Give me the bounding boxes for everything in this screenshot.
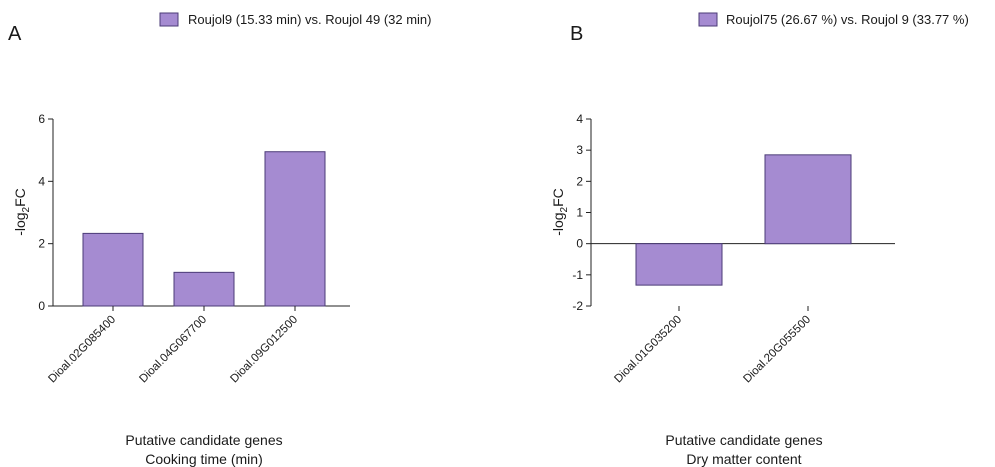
panel-b-legend-swatch bbox=[698, 12, 718, 27]
panel-a-y-tick-label: 4 bbox=[38, 174, 45, 188]
panel-a-y-tick-label: 6 bbox=[38, 112, 45, 126]
panel-b-bar bbox=[635, 243, 723, 286]
panel-a-y-tick-label: 0 bbox=[38, 299, 45, 313]
panel-b-bar bbox=[764, 154, 852, 245]
panel-b-legend-label: Roujol75 (26.67 %) vs. Roujol 9 (33.77 %… bbox=[726, 12, 969, 27]
panel-b-letter: B bbox=[570, 23, 583, 45]
panel-a-plot: 0 2 4 6 Dioal.02G085400 Dioal.04G067700 Dioal.… bbox=[38, 112, 350, 385]
panel-a: A Roujol9 (15.33 min) vs. Roujol 49 (32 … bbox=[8, 12, 432, 467]
panel-a-category-label: Dioal.09G012500 bbox=[228, 314, 300, 386]
panel-b-category-label: Dioal.01G035200 bbox=[612, 314, 684, 386]
panel-b-y-axis-title: -log2FC bbox=[550, 188, 570, 236]
panel-a-y-axis-title: -log2FC bbox=[12, 188, 32, 236]
panel-a-x-axis-title-line1: Putative candidate genes bbox=[125, 432, 282, 448]
panel-b-y-tick-label: 0 bbox=[576, 237, 583, 251]
panel-b-category-label: Dioal.20G055500 bbox=[741, 314, 813, 386]
panel-a-category-label: Dioal.02G085400 bbox=[46, 314, 118, 386]
panel-b-y-tick-label: 4 bbox=[576, 112, 583, 126]
panel-b-x-axis-title-line1: Putative candidate genes bbox=[665, 432, 822, 448]
panel-b-x-axis-title-line2: Dry matter content bbox=[686, 451, 801, 467]
panel-a-bar bbox=[82, 232, 144, 307]
panel-b-y-tick-label: 2 bbox=[576, 174, 583, 188]
panel-a-bar bbox=[264, 151, 326, 307]
panel-b-y-tick-label: 3 bbox=[576, 143, 583, 157]
panel-b-y-tick-label: -2 bbox=[572, 299, 583, 313]
panel-b: B Roujol75 (26.67 %) vs. Roujol 9 (33.77… bbox=[550, 12, 969, 467]
panel-b-y-tick-label: -1 bbox=[572, 268, 583, 282]
panel-a-x-axis-title-line2: Cooking time (min) bbox=[145, 451, 262, 467]
panel-a-legend-label: Roujol9 (15.33 min) vs. Roujol 49 (32 mi… bbox=[188, 12, 432, 27]
panel-a-category-label: Dioal.04G067700 bbox=[137, 314, 209, 386]
panel-a-letter: A bbox=[8, 23, 22, 45]
panel-b-y-tick-label: 1 bbox=[576, 206, 583, 220]
panel-a-bar bbox=[173, 271, 235, 307]
panel-b-plot: -2 -1 0 1 2 3 4 Dioal.01G035200 Dioal.20G055500 bbox=[572, 112, 895, 385]
panel-a-legend-swatch bbox=[159, 12, 179, 27]
panel-a-y-tick-label: 2 bbox=[38, 237, 45, 251]
